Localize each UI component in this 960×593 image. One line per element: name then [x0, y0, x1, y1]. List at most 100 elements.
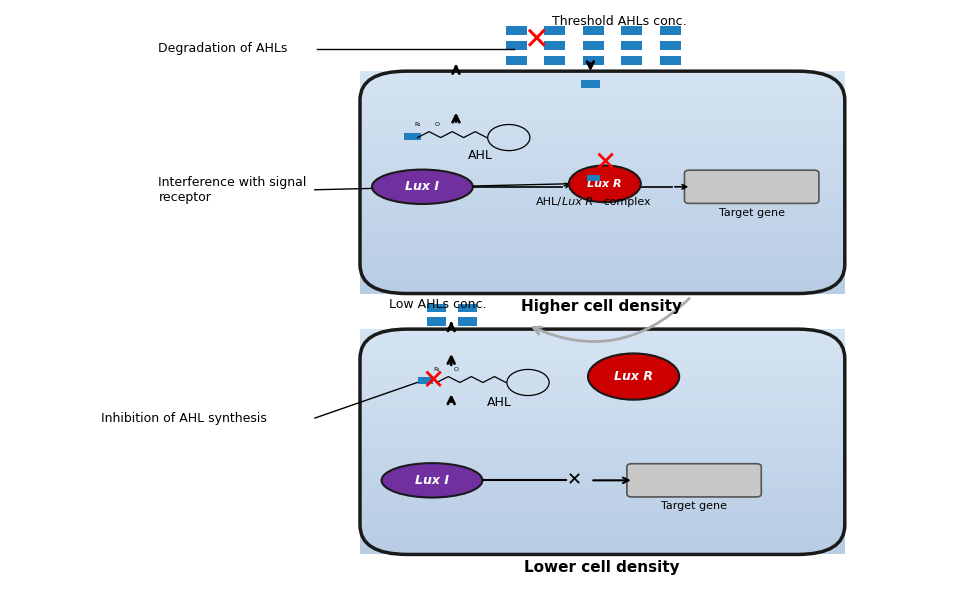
Text: O: O — [453, 367, 459, 372]
Bar — [506, 56, 527, 65]
Bar — [360, 461, 845, 464]
Bar — [360, 400, 845, 404]
Bar — [360, 453, 845, 457]
Bar — [544, 26, 565, 35]
Bar — [360, 547, 845, 551]
Bar — [360, 231, 845, 234]
Bar — [360, 108, 845, 112]
Text: AHL: AHL — [487, 396, 512, 409]
Bar — [360, 164, 845, 167]
Bar — [360, 183, 845, 186]
Bar — [544, 42, 565, 50]
Bar — [621, 42, 642, 50]
Bar — [360, 412, 845, 416]
Bar — [360, 385, 845, 389]
Bar — [660, 42, 681, 50]
Bar — [360, 333, 845, 337]
Bar — [360, 253, 845, 257]
Bar — [360, 543, 845, 547]
Bar — [360, 104, 845, 109]
Bar — [360, 449, 845, 453]
Ellipse shape — [588, 353, 680, 400]
Bar — [360, 238, 845, 242]
Bar — [360, 152, 845, 157]
Bar — [544, 56, 565, 65]
Bar — [418, 377, 433, 384]
Text: ✕: ✕ — [523, 26, 548, 55]
Bar — [360, 171, 845, 175]
Bar — [360, 130, 845, 134]
Bar — [360, 249, 845, 253]
Bar — [458, 304, 477, 312]
Bar — [360, 506, 845, 509]
Bar — [360, 160, 845, 164]
Bar — [360, 352, 845, 355]
Bar — [660, 26, 681, 35]
FancyBboxPatch shape — [684, 170, 819, 203]
Text: Lux R: Lux R — [562, 197, 592, 206]
Bar — [360, 389, 845, 393]
Bar — [621, 56, 642, 65]
Bar — [360, 260, 845, 264]
Bar — [506, 26, 527, 35]
Bar — [458, 317, 477, 326]
Bar — [360, 468, 845, 472]
Bar — [360, 431, 845, 434]
Bar — [360, 483, 845, 487]
Bar — [360, 344, 845, 348]
Bar — [360, 397, 845, 400]
Bar — [360, 138, 845, 142]
Bar — [360, 190, 845, 193]
Bar — [360, 487, 845, 490]
Bar — [360, 93, 845, 97]
Bar — [360, 127, 845, 130]
Bar — [360, 205, 845, 208]
Bar — [360, 223, 845, 227]
Text: Lux R: Lux R — [614, 370, 653, 383]
Bar — [360, 272, 845, 275]
Bar — [360, 540, 845, 543]
Bar — [360, 201, 845, 205]
Text: ✕: ✕ — [566, 471, 582, 489]
Bar — [360, 524, 845, 528]
Bar — [360, 256, 845, 260]
Bar — [360, 282, 845, 286]
Text: Lux I: Lux I — [415, 474, 449, 487]
Bar — [360, 234, 845, 238]
Bar — [360, 442, 845, 445]
Bar — [360, 479, 845, 483]
Text: Target gene: Target gene — [661, 501, 727, 511]
Bar — [360, 208, 845, 212]
Text: Degradation of AHLs: Degradation of AHLs — [158, 42, 288, 55]
Bar — [360, 193, 845, 197]
Text: Target gene: Target gene — [719, 208, 784, 218]
Text: Lux I: Lux I — [405, 180, 440, 193]
Text: AHL/: AHL/ — [536, 197, 562, 206]
Bar — [360, 134, 845, 138]
Bar — [660, 56, 681, 65]
Bar — [360, 408, 845, 412]
Bar — [360, 267, 845, 272]
Text: Lux R: Lux R — [588, 179, 622, 189]
Bar — [360, 393, 845, 397]
Bar — [360, 86, 845, 90]
Bar — [360, 472, 845, 476]
Bar — [360, 464, 845, 468]
Bar — [360, 513, 845, 517]
Bar — [360, 197, 845, 201]
Bar — [360, 438, 845, 442]
Text: ✕: ✕ — [593, 149, 616, 177]
Bar — [360, 423, 845, 427]
Bar — [360, 264, 845, 267]
Text: AHL: AHL — [468, 149, 492, 162]
Bar — [360, 363, 845, 366]
Bar — [583, 42, 604, 50]
Bar — [360, 186, 845, 190]
Text: R₁: R₁ — [414, 122, 421, 127]
Bar — [360, 116, 845, 119]
Bar — [360, 457, 845, 461]
Ellipse shape — [568, 165, 641, 202]
Text: Threshold AHLs conc.: Threshold AHLs conc. — [552, 15, 686, 28]
Bar — [360, 355, 845, 359]
Bar — [360, 476, 845, 479]
